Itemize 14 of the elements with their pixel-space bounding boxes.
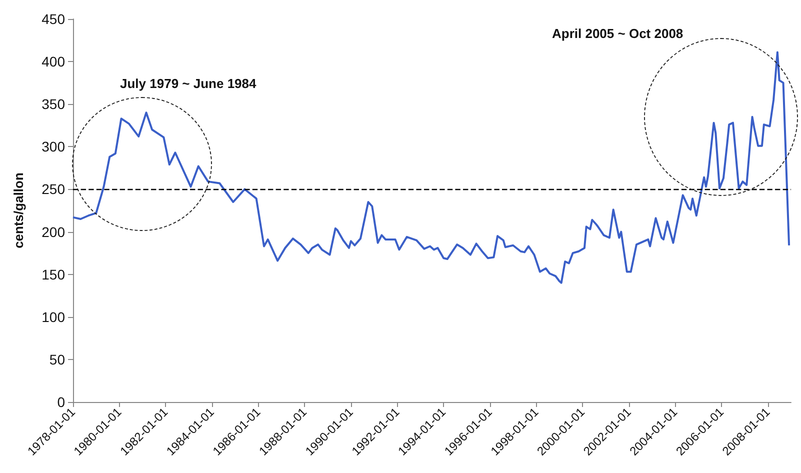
y-tick-label: 250 (42, 181, 66, 198)
y-tick-label: 350 (42, 96, 66, 112)
y-tick-label: 200 (42, 224, 66, 240)
line-series (72, 51, 790, 284)
annotation: April 2005 ~ Oct 2008 (552, 26, 684, 41)
y-tick-label: 150 (42, 266, 66, 282)
y-tick-label: 0 (57, 394, 66, 410)
y-tick-label: 50 (49, 351, 66, 368)
y-tick-label: 300 (42, 138, 66, 155)
y-tick-label: 400 (42, 54, 66, 70)
y-axis-title: cents/gallon (11, 172, 26, 248)
y-tick-label: 100 (42, 308, 66, 325)
y-tick-label: 450 (42, 11, 66, 27)
annotation: July 1979 ~ June 1984 (120, 76, 256, 91)
